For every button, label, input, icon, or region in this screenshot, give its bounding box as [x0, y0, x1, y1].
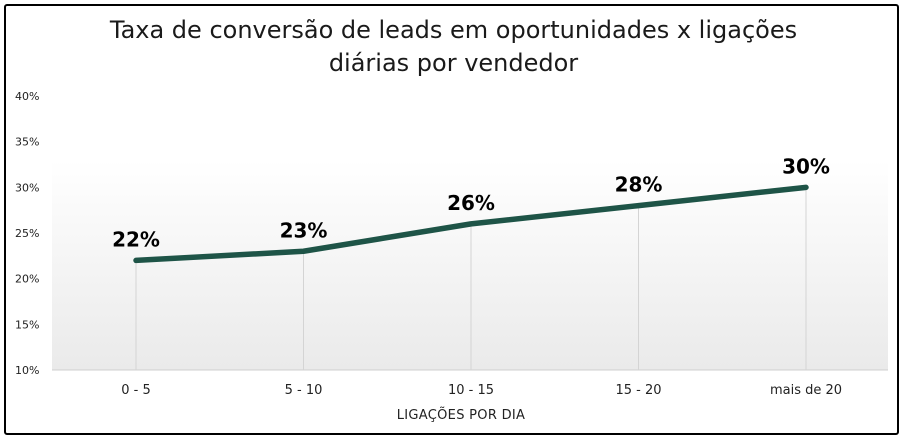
x-tick-label: 10 - 15	[448, 383, 494, 398]
x-axis: 0 - 5 5 - 10 10 - 15 15 - 20 mais de 20	[121, 383, 842, 398]
data-labels: 22% 23% 26% 28% 30%	[112, 154, 830, 251]
x-tick-label: mais de 20	[770, 383, 842, 398]
x-tick-label: 15 - 20	[615, 383, 661, 398]
data-label: 22%	[112, 227, 160, 251]
y-tick-label: 25%	[15, 227, 39, 240]
x-axis-label: LIGAÇÕES POR DIA	[397, 407, 526, 423]
chart-title-line-1: Taxa de conversão de leads em oportunida…	[109, 16, 798, 44]
y-tick-label: 20%	[15, 273, 39, 286]
series-line-path	[133, 184, 809, 264]
series-line	[133, 184, 809, 264]
data-label: 26%	[447, 191, 495, 215]
x-tick-label: 5 - 10	[285, 383, 323, 398]
chart-title: Taxa de conversão de leads em oportunida…	[0, 14, 907, 80]
y-tick-label: 35%	[15, 136, 39, 149]
data-label: 23%	[280, 218, 328, 242]
y-tick-label: 40%	[15, 90, 39, 103]
y-axis: 10% 15% 20% 25% 30% 35% 40%	[15, 90, 39, 377]
data-label: 28%	[615, 173, 663, 197]
y-tick-label: 10%	[15, 364, 39, 377]
x-tick-label: 0 - 5	[121, 383, 151, 398]
chart-title-line-2: diárias por vendedor	[328, 49, 579, 77]
grid-lines	[52, 187, 888, 371]
data-label: 30%	[782, 154, 830, 178]
y-tick-label: 30%	[15, 181, 39, 194]
y-tick-label: 15%	[15, 318, 39, 331]
